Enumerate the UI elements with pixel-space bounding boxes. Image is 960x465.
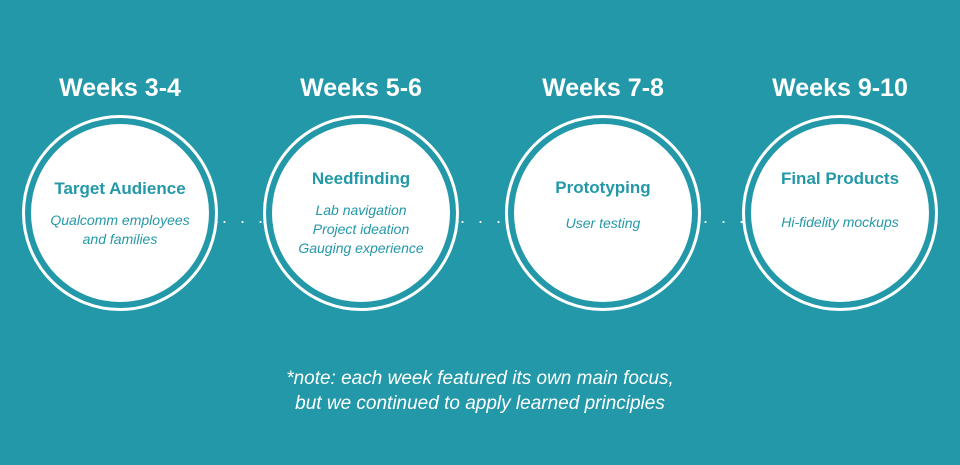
phase-ring xyxy=(505,115,701,311)
phase-circle: Final Products Hi-fidelity mockups xyxy=(751,124,929,302)
phase-item: Lab navigation xyxy=(315,202,407,218)
connector-dots: . . . xyxy=(703,207,749,227)
phase-item: and families xyxy=(82,231,158,247)
phase-circle: Target Audience Qualcomm employees and f… xyxy=(31,124,209,302)
phase-item: Hi-fidelity mockups xyxy=(781,214,899,230)
phase-ring xyxy=(22,115,218,311)
phase-week-label: Weeks 5-6 xyxy=(300,74,422,102)
footnote: *note: each week featured its own main f… xyxy=(0,366,960,416)
phase-week-label: Weeks 7-8 xyxy=(542,74,664,102)
phase-title: Needfinding xyxy=(311,169,411,188)
phase-circle: Prototyping User testing xyxy=(514,124,692,302)
phase-item: Qualcomm employees xyxy=(50,212,190,228)
phase-week-label: Weeks 3-4 xyxy=(59,74,181,102)
phase-item: Project ideation xyxy=(312,221,410,237)
phase-title: Prototyping xyxy=(555,178,651,197)
footnote-line: *note: each week featured its own main f… xyxy=(286,368,674,389)
connector-dots: . . . xyxy=(460,207,506,227)
phase-ring xyxy=(742,115,938,311)
phase-circle: Needfinding Lab navigation Project ideat… xyxy=(272,124,450,302)
phase-title: Target Audience xyxy=(54,179,186,198)
phase-week-label: Weeks 9-10 xyxy=(772,74,908,102)
phase-ring xyxy=(263,115,459,311)
connector-dots: . . . xyxy=(222,207,268,227)
phase-item: Gauging experience xyxy=(298,240,424,256)
phase-title: Final Products xyxy=(780,169,900,188)
footnote-line: but we continued to apply learned princi… xyxy=(295,393,665,414)
phase-item: User testing xyxy=(565,215,641,231)
